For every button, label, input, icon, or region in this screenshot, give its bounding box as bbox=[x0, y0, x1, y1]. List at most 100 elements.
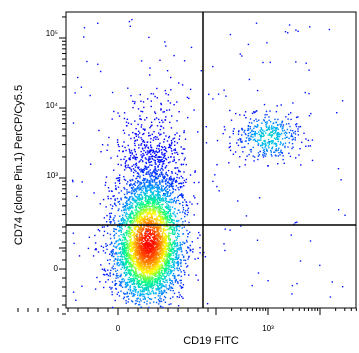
event-dot bbox=[278, 152, 280, 154]
event-dot bbox=[163, 141, 165, 143]
event-dot bbox=[154, 197, 156, 199]
event-dot bbox=[129, 201, 131, 203]
event-dot bbox=[156, 284, 158, 286]
event-dot bbox=[279, 123, 281, 126]
event-dot bbox=[189, 88, 192, 91]
event-dot bbox=[142, 185, 144, 187]
event-dot bbox=[149, 261, 151, 264]
event-dot bbox=[142, 202, 144, 204]
event-dot bbox=[135, 302, 137, 305]
event-dot bbox=[250, 135, 252, 138]
event-dot bbox=[169, 242, 172, 244]
event-dot bbox=[176, 258, 179, 261]
event-dot bbox=[144, 192, 147, 194]
event-dot bbox=[143, 154, 145, 156]
event-dot bbox=[169, 217, 172, 219]
event-dot bbox=[134, 184, 136, 187]
event-dot bbox=[252, 133, 254, 136]
event-dot bbox=[140, 225, 142, 228]
event-dot bbox=[117, 144, 119, 146]
event-dot bbox=[169, 282, 171, 284]
event-dot bbox=[137, 184, 140, 187]
event-dot bbox=[120, 218, 123, 220]
event-dot bbox=[329, 296, 332, 298]
event-dot bbox=[179, 186, 182, 188]
event-dot bbox=[142, 101, 145, 103]
event-dot bbox=[109, 221, 111, 223]
event-dot bbox=[142, 262, 144, 264]
event-dot bbox=[161, 188, 163, 191]
event-dot bbox=[162, 258, 165, 260]
event-dot bbox=[113, 260, 115, 262]
event-dot bbox=[133, 218, 135, 220]
event-dot bbox=[156, 231, 158, 233]
event-dot bbox=[136, 235, 138, 237]
event-dot bbox=[138, 213, 140, 215]
event-dot bbox=[156, 147, 158, 150]
event-dot bbox=[144, 286, 147, 289]
event-dot bbox=[163, 245, 165, 248]
event-dot bbox=[176, 151, 178, 154]
event-dot bbox=[144, 186, 147, 188]
event-dot bbox=[123, 221, 125, 223]
event-dot bbox=[288, 142, 291, 144]
event-dot bbox=[117, 291, 120, 294]
event-dot bbox=[273, 143, 275, 145]
event-dot bbox=[172, 187, 174, 190]
event-dot bbox=[148, 277, 150, 279]
event-dot bbox=[174, 167, 176, 169]
event-dot bbox=[126, 247, 129, 249]
event-dot bbox=[177, 269, 179, 272]
event-dot bbox=[279, 143, 281, 146]
event-dot bbox=[159, 188, 161, 190]
event-dot bbox=[163, 295, 166, 298]
event-dot bbox=[157, 298, 160, 301]
event-dot bbox=[146, 173, 148, 175]
event-dot bbox=[119, 248, 121, 250]
event-dot bbox=[141, 256, 143, 258]
event-dot bbox=[174, 140, 176, 143]
event-dot bbox=[137, 198, 140, 200]
event-dot bbox=[259, 129, 261, 131]
event-dot bbox=[146, 281, 149, 283]
event-dot bbox=[145, 210, 147, 212]
event-dot bbox=[142, 152, 144, 155]
event-dot bbox=[136, 236, 138, 238]
event-dot bbox=[149, 278, 151, 280]
event-dot bbox=[114, 284, 116, 286]
event-dot bbox=[157, 212, 159, 214]
event-dot bbox=[170, 280, 173, 282]
event-dot bbox=[162, 163, 164, 165]
event-dot bbox=[126, 125, 128, 127]
event-dot bbox=[120, 281, 122, 284]
event-dot bbox=[252, 130, 255, 133]
event-dot bbox=[159, 183, 161, 185]
event-dot bbox=[148, 161, 150, 164]
event-dot bbox=[154, 253, 157, 256]
event-dot bbox=[185, 178, 188, 181]
event-dot bbox=[166, 228, 169, 231]
event-dot bbox=[281, 138, 284, 140]
event-dot bbox=[159, 288, 161, 290]
event-dot bbox=[167, 162, 170, 164]
event-dot bbox=[167, 169, 170, 172]
event-dot bbox=[145, 204, 147, 206]
event-dot bbox=[170, 193, 172, 195]
event-dot bbox=[159, 247, 161, 250]
event-dot bbox=[153, 208, 156, 210]
event-dot bbox=[146, 300, 148, 302]
event-dot bbox=[169, 179, 172, 181]
event-dot bbox=[160, 185, 163, 187]
event-dot bbox=[157, 271, 159, 273]
event-dot bbox=[141, 218, 144, 220]
event-dot bbox=[159, 248, 161, 251]
event-dot bbox=[194, 197, 196, 199]
event-dot bbox=[150, 298, 153, 300]
event-dot bbox=[136, 249, 138, 251]
event-dot bbox=[97, 229, 99, 231]
event-dot bbox=[163, 177, 166, 179]
event-dot bbox=[138, 251, 140, 253]
event-dot bbox=[171, 247, 173, 249]
event-dot bbox=[297, 30, 299, 32]
event-dot bbox=[160, 160, 162, 163]
